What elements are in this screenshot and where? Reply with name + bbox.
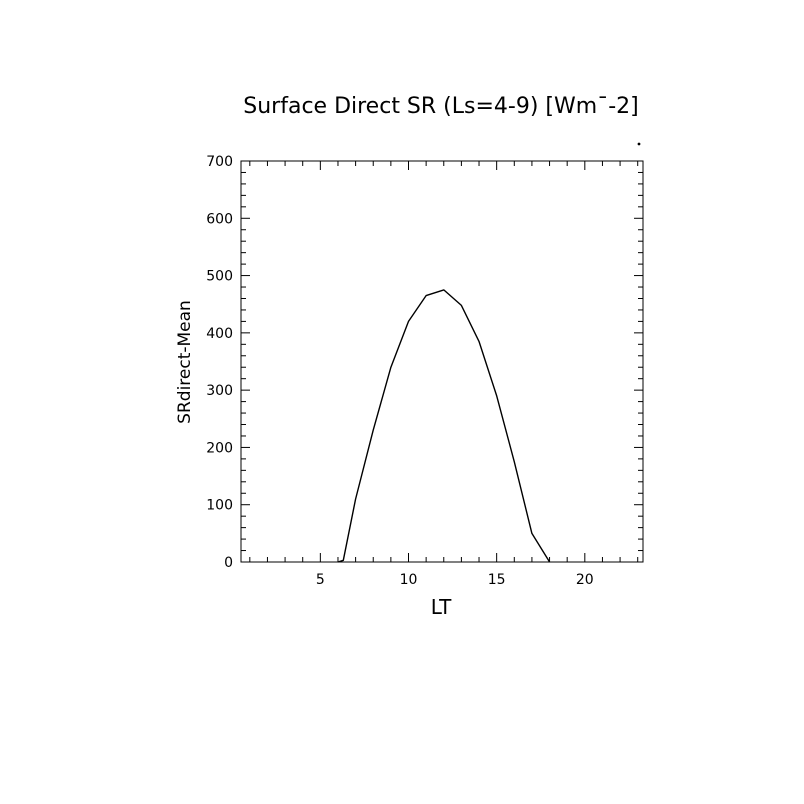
x-tick-label: 5: [316, 572, 325, 588]
plot-frame: [240, 160, 644, 563]
series-line: [337, 289, 551, 563]
series-group: [337, 289, 551, 563]
y-axis-label: SRdirect-Mean: [175, 300, 195, 424]
x-tick-label: 20: [576, 572, 594, 588]
y-axis-ticks: 0 100 200 300 400 500 600 700: [206, 154, 643, 571]
y-tick-label: 300: [206, 383, 233, 399]
y-tick-label: 400: [206, 326, 233, 342]
x-tick-label: 15: [488, 572, 506, 588]
y-tick-label: 100: [206, 498, 233, 514]
x-axis-ticks: 5 10 15 20: [249, 161, 639, 588]
x-axis-label: LT: [431, 595, 452, 619]
chart-title: Surface Direct SR (Ls=4-9) [Wm¯-2]: [243, 94, 638, 119]
y-tick-label: 0: [224, 555, 233, 571]
x-tick-label: 10: [400, 572, 418, 588]
y-tick-label: 200: [206, 440, 233, 456]
y-tick-label: 700: [206, 154, 233, 170]
plot-border: [240, 160, 644, 563]
y-tick-label: 600: [206, 211, 233, 227]
corner-dot: [637, 142, 641, 146]
y-tick-label: 500: [206, 269, 233, 285]
